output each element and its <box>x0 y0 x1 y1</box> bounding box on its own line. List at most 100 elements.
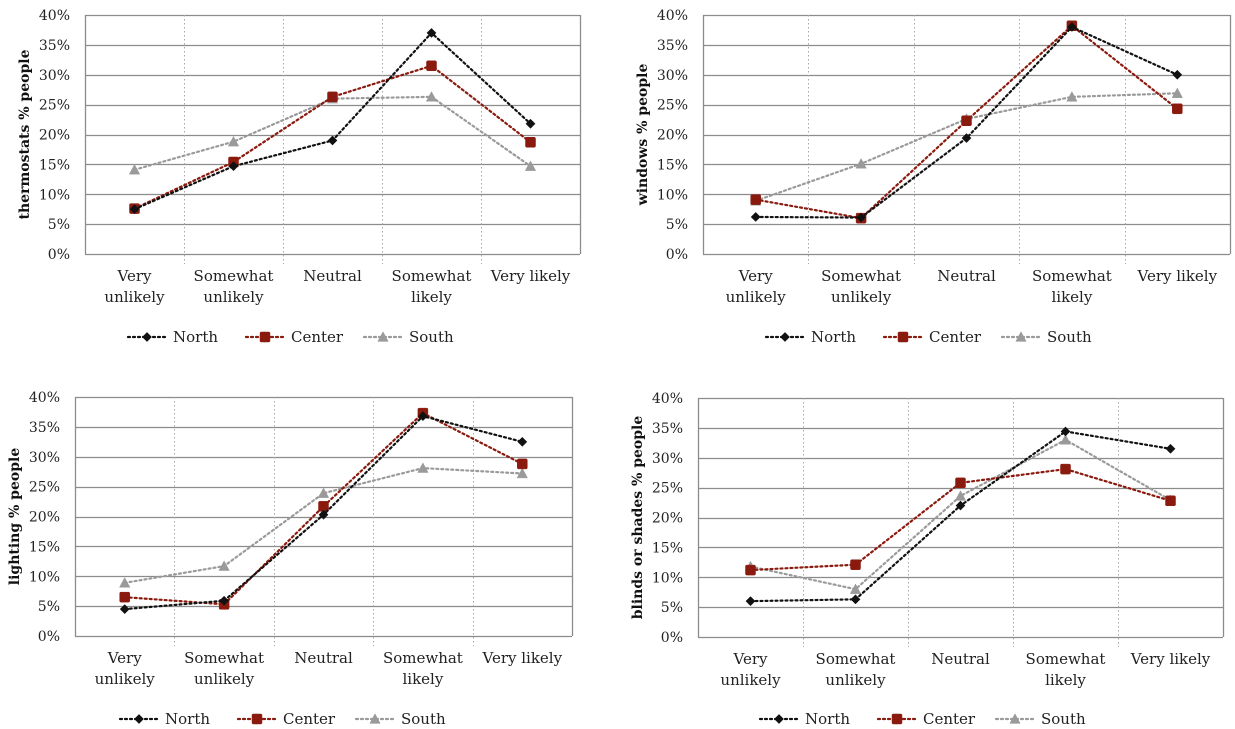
series-line-south <box>754 92 1179 202</box>
data-point-south <box>1171 87 1183 98</box>
x-category-label: Somewhat <box>184 649 264 667</box>
data-point-south <box>954 490 967 501</box>
x-category-label: Somewhat <box>1032 267 1112 285</box>
x-axis-categories: Very unlikely Somewhat unlikely Neutral Somew… <box>720 650 1210 689</box>
x-category-label: Very likely <box>490 267 571 285</box>
legend-label: South <box>409 328 454 346</box>
data-point-south <box>119 577 131 588</box>
x-category-label: Very likely <box>482 649 563 667</box>
y-tick-label: 30% <box>657 68 688 84</box>
x-category-label: likely <box>1051 288 1092 306</box>
legend-marker-north <box>780 332 790 342</box>
data-point-center <box>1165 495 1176 507</box>
x-category-label: Somewhat <box>821 267 901 285</box>
x-category-label: Somewhat <box>194 267 274 285</box>
data-point-north <box>1066 21 1077 32</box>
series-center <box>119 407 528 610</box>
data-point-north <box>955 500 966 511</box>
y-tick-label: 20% <box>652 511 683 527</box>
data-point-north <box>961 133 972 144</box>
data-point-north <box>1165 443 1176 454</box>
y-tick-label: 30% <box>652 451 683 467</box>
x-category-label: Very <box>117 267 153 285</box>
legend-label: North <box>805 710 850 728</box>
series-center <box>129 60 536 214</box>
data-point-center <box>750 194 761 205</box>
data-point-north <box>750 212 761 222</box>
x-category-label: likely <box>402 670 443 688</box>
x-category-label: unlikely <box>831 288 892 306</box>
legend: North Center South <box>764 328 1092 346</box>
y-tick-label: 5% <box>661 600 683 616</box>
x-category-label: likely <box>1045 671 1086 689</box>
legend-item-south: South <box>1000 328 1092 346</box>
x-category-label: Somewhat <box>392 267 472 285</box>
y-axis-title: thermostats % people <box>17 49 33 219</box>
chart-thermostats: 0% 5% 10% 15% 20% 25% 30% 35% 40% Very unlikely Som… <box>0 0 617 364</box>
legend-marker-north <box>142 332 152 342</box>
data-point-south <box>417 462 429 473</box>
x-category-label: unlikely <box>194 670 255 688</box>
y-axis-title: windows % people <box>635 64 651 207</box>
legend-label: North <box>165 710 210 728</box>
legend: North Center South <box>126 328 454 346</box>
y-tick-label: 30% <box>39 68 70 84</box>
legend-marker-south <box>1015 331 1027 342</box>
x-category-label: Neutral <box>931 650 990 668</box>
y-axis-ticks: 0% 5% 10% 15% 20% 25% 30% 35% 40% <box>39 8 70 263</box>
y-tick-label: 20% <box>29 510 60 526</box>
chart-svg-blinds: 0% 5% 10% 15% 20% 25% 30% 35% 40% Very unlikely Som… <box>630 391 1225 728</box>
data-point-center <box>517 458 528 470</box>
legend-label: South <box>1041 710 1086 728</box>
data-point-south <box>1059 434 1072 445</box>
legend: North Center South <box>118 710 446 728</box>
legend-item-center: Center <box>882 328 982 346</box>
y-tick-label: 0% <box>38 629 60 645</box>
y-tick-label: 25% <box>29 480 60 496</box>
data-point-south <box>516 467 528 479</box>
data-point-north <box>426 27 437 38</box>
data-point-north <box>856 212 867 223</box>
y-tick-label: 35% <box>652 421 683 437</box>
x-category-label: Very likely <box>1137 267 1218 285</box>
data-point-center <box>327 91 338 103</box>
y-tick-label: 10% <box>39 187 70 203</box>
y-tick-label: 0% <box>48 247 70 263</box>
y-tick-label: 15% <box>39 157 70 173</box>
x-category-label: Neutral <box>937 267 996 285</box>
data-point-north <box>517 436 528 447</box>
legend-marker-north <box>134 714 144 724</box>
series-north <box>745 426 1176 607</box>
chart-svg-thermostats: 0% 5% 10% 15% 20% 25% 30% 35% 40% Very unlikely Som… <box>17 8 582 346</box>
x-category-label: Somewhat <box>1026 650 1106 668</box>
data-point-south <box>227 135 240 147</box>
data-point-north <box>525 118 536 129</box>
grid <box>74 396 574 646</box>
y-tick-label: 40% <box>39 8 70 24</box>
y-tick-label: 15% <box>29 539 60 555</box>
x-category-label: Very <box>107 649 143 667</box>
y-tick-label: 15% <box>652 540 683 556</box>
series-south <box>119 462 528 588</box>
data-point-south <box>855 158 867 169</box>
data-point-center <box>955 477 966 489</box>
legend: North Center South <box>758 710 1086 728</box>
y-tick-label: 5% <box>666 217 688 233</box>
data-point-center <box>961 115 972 127</box>
data-point-center <box>1060 463 1071 475</box>
x-category-label: Very likely <box>1130 650 1211 668</box>
y-tick-label: 0% <box>661 630 683 646</box>
y-tick-label: 25% <box>652 481 683 497</box>
data-point-south <box>317 487 330 498</box>
series-center <box>750 20 1183 224</box>
chart-svg-windows: 0% 5% 10% 15% 20% 25% 30% 35% 40% Very unlikely Som… <box>635 8 1232 346</box>
x-category-label: unlikely <box>720 671 781 689</box>
legend-item-north: North <box>764 328 856 346</box>
y-tick-label: 10% <box>29 569 60 585</box>
legend-marker-center <box>891 713 903 725</box>
data-point-south <box>1066 91 1078 102</box>
legend-label: North <box>811 328 856 346</box>
y-tick-label: 5% <box>38 599 60 615</box>
y-axis-title: lighting % people <box>7 448 23 586</box>
y-tick-label: 40% <box>657 8 688 24</box>
